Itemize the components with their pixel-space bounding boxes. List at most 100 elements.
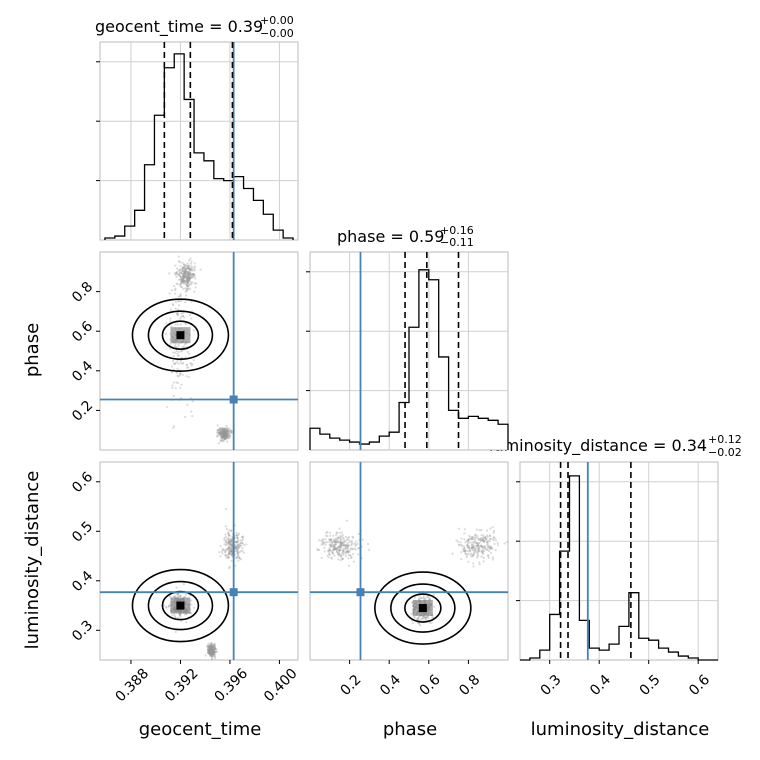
sample-point-0-677 <box>182 266 186 269</box>
sample-point-0-514 <box>170 365 174 368</box>
sample-point-0-6 <box>189 269 192 272</box>
sample-point-2-185 <box>329 544 333 547</box>
sample-point-1-591 <box>227 534 230 537</box>
sample-point-0-426 <box>223 427 227 430</box>
sample-point-0-282 <box>224 432 228 435</box>
sample-point-0-564 <box>183 272 186 275</box>
sample-point-0-665 <box>188 275 191 278</box>
sample-point-1-693 <box>209 646 213 650</box>
sample-point-0-678 <box>221 428 224 431</box>
sample-point-1-237 <box>229 549 232 552</box>
sample-point-2-577 <box>482 540 485 543</box>
sample-point-2-264 <box>491 547 494 550</box>
sample-point-0-666 <box>187 264 191 268</box>
sample-point-2-336 <box>339 546 342 549</box>
sample-point-0-484 <box>221 432 224 435</box>
sample-point-2-98 <box>366 542 370 546</box>
sample-point-2-380 <box>343 540 346 543</box>
sample-point-0-303 <box>217 428 220 431</box>
sample-point-0-5 <box>220 431 223 435</box>
sample-point-0-661 <box>181 279 184 282</box>
sample-point-0-35 <box>188 271 192 275</box>
sample-point-1-186 <box>230 543 234 547</box>
sample-point-2-338 <box>418 622 421 625</box>
sample-point-1-631 <box>234 544 237 547</box>
sample-point-2-532 <box>334 547 338 550</box>
sample-point-2-55 <box>338 548 341 552</box>
truth-marker-2 <box>356 588 365 597</box>
sample-point-2-305 <box>339 544 342 547</box>
sample-point-1-143 <box>238 544 241 547</box>
sample-point-1-502 <box>210 652 213 656</box>
sample-point-2-599 <box>354 548 357 551</box>
sample-point-0-456 <box>222 435 225 439</box>
sample-point-0-91 <box>223 430 226 434</box>
sample-point-0-202 <box>222 436 225 439</box>
sample-point-0-572 <box>183 274 186 277</box>
sample-point-0-191 <box>190 265 193 268</box>
sample-point-0-366 <box>179 264 182 267</box>
sample-point-1-496 <box>236 548 239 551</box>
sample-point-2-18 <box>426 616 429 619</box>
sample-point-2-76 <box>412 616 416 619</box>
sample-point-0-603 <box>177 278 180 282</box>
sample-point-0-110 <box>222 432 225 436</box>
sample-point-0-174 <box>226 435 229 439</box>
sample-point-2-633 <box>487 554 490 557</box>
sample-point-1-81 <box>209 651 212 654</box>
sample-point-1-352 <box>213 650 216 654</box>
sample-point-2-346 <box>466 549 469 553</box>
sample-point-2-617 <box>430 621 433 624</box>
sample-point-0-546 <box>221 436 224 439</box>
sample-point-1-532 <box>209 644 212 647</box>
sample-point-1-649 <box>208 651 211 654</box>
sample-point-2-219 <box>418 597 421 600</box>
sample-point-0-100 <box>173 362 177 365</box>
sample-point-1-295 <box>167 605 171 608</box>
sample-point-1-238 <box>225 555 228 558</box>
sample-point-1-16 <box>208 649 211 653</box>
sample-point-0-16 <box>223 431 227 434</box>
sample-point-0-74 <box>221 429 224 432</box>
sample-point-0-636 <box>185 375 188 378</box>
sample-point-0-582 <box>182 273 185 276</box>
sample-point-1-13 <box>176 594 179 597</box>
sample-point-0-146 <box>222 432 225 435</box>
sample-point-0-79 <box>187 279 190 282</box>
sample-point-0-133 <box>181 267 185 270</box>
sample-point-0-107 <box>225 431 228 434</box>
sample-point-1-70 <box>219 545 222 548</box>
sample-point-1-367 <box>209 653 212 657</box>
sample-point-0-342 <box>224 431 228 434</box>
sample-point-1-22 <box>228 542 232 545</box>
sample-point-0-60 <box>220 436 223 439</box>
sample-point-0-550 <box>220 434 223 437</box>
sample-point-2-141 <box>467 552 470 556</box>
sample-point-0-129 <box>224 437 227 440</box>
sample-point-1-435 <box>230 529 233 532</box>
sample-point-2-628 <box>423 597 427 600</box>
sample-point-1-330 <box>213 648 216 651</box>
sample-point-0-20 <box>227 428 230 431</box>
sample-point-0-369 <box>186 280 189 283</box>
sample-point-2-245 <box>351 535 354 538</box>
sample-point-0-171 <box>181 286 184 289</box>
sample-point-1-27 <box>210 647 213 650</box>
sample-point-2-122 <box>480 544 483 547</box>
sample-point-0-268 <box>188 277 191 280</box>
sample-point-1-90 <box>223 551 227 554</box>
sample-point-0-234 <box>192 274 195 277</box>
sample-point-2-235 <box>478 547 481 550</box>
sample-point-0-381 <box>189 276 192 279</box>
sample-point-2-585 <box>486 543 489 546</box>
sample-point-1-395 <box>208 648 211 652</box>
sample-point-0-465 <box>191 414 194 418</box>
sample-point-0-672 <box>219 429 222 432</box>
sample-point-0-422 <box>189 267 192 270</box>
sample-point-2-242 <box>346 549 349 552</box>
sample-point-0-675 <box>221 430 224 433</box>
sample-point-2-381 <box>464 541 467 544</box>
sample-point-1-653 <box>239 542 242 545</box>
sample-point-1-415 <box>211 648 214 652</box>
sample-point-2-579 <box>464 552 468 555</box>
